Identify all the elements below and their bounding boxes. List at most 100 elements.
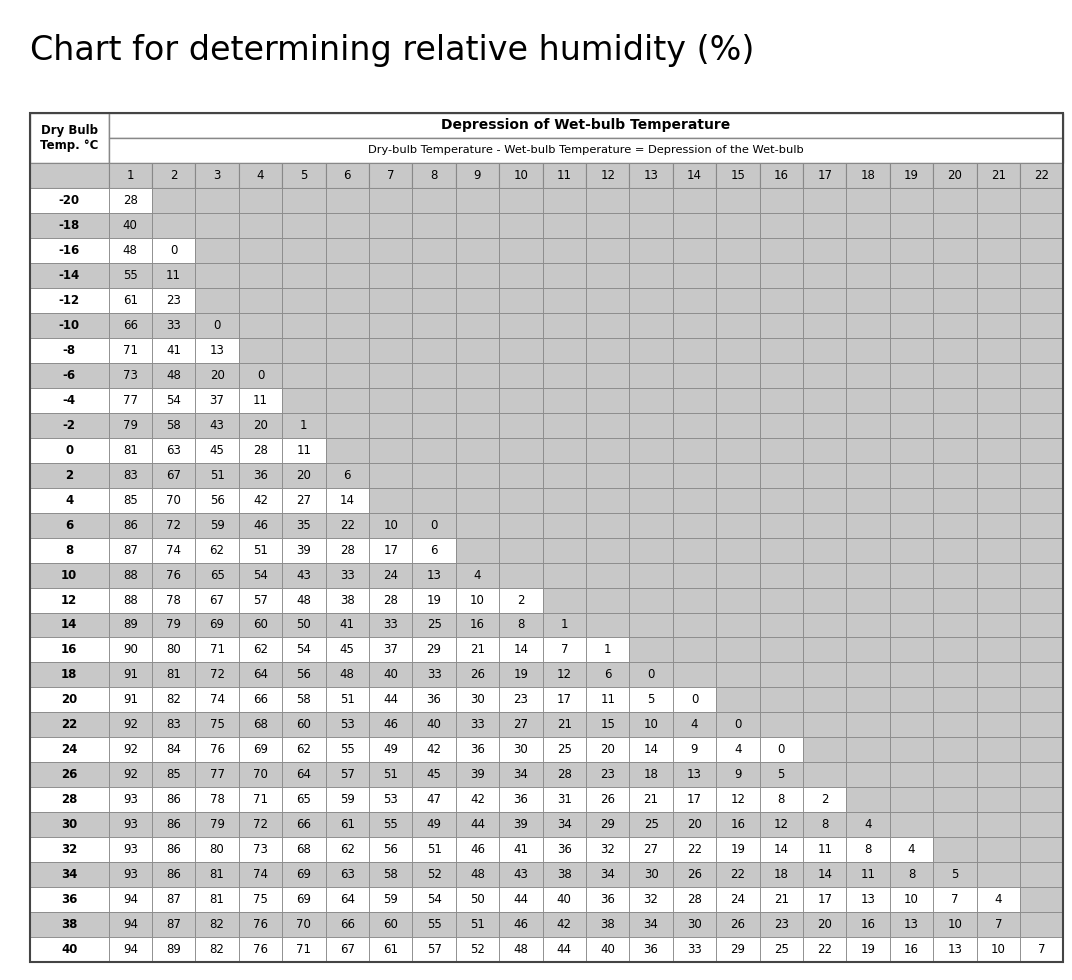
Text: 58: 58 (384, 868, 398, 881)
Bar (934, 363, 977, 387)
Bar (586, 288, 629, 313)
Bar (934, 762, 977, 788)
Bar (890, 787, 934, 812)
Bar (977, 812, 1021, 837)
Text: 23: 23 (513, 694, 528, 707)
Bar (282, 762, 326, 788)
Text: 32: 32 (643, 894, 658, 906)
Bar (629, 187, 673, 213)
Bar (326, 862, 369, 888)
Text: 86: 86 (166, 818, 181, 831)
Text: 73: 73 (123, 368, 137, 381)
Bar (803, 288, 847, 313)
Bar (760, 387, 803, 413)
Text: 41: 41 (513, 844, 528, 857)
Bar (1021, 463, 1063, 487)
Bar (500, 662, 542, 687)
Bar (629, 437, 673, 463)
Text: 12: 12 (556, 668, 571, 681)
Text: -16: -16 (59, 244, 80, 257)
Bar (1021, 888, 1063, 912)
Bar (673, 263, 716, 288)
Bar (326, 537, 369, 563)
Bar (542, 513, 586, 537)
Text: 26: 26 (730, 918, 745, 931)
Bar (847, 862, 890, 888)
Bar (456, 437, 500, 463)
Bar (629, 313, 673, 337)
Bar (326, 662, 369, 687)
Bar (586, 688, 629, 712)
Bar (1021, 288, 1063, 313)
Bar (890, 537, 934, 563)
Text: 16: 16 (61, 644, 77, 657)
Text: 14: 14 (774, 844, 789, 857)
Bar (890, 363, 934, 387)
Bar (760, 737, 803, 762)
Text: 57: 57 (340, 768, 355, 781)
Text: 43: 43 (297, 568, 311, 581)
Bar (760, 513, 803, 537)
Bar (890, 487, 934, 513)
Bar (369, 213, 413, 237)
Bar (890, 662, 934, 687)
Bar (108, 812, 152, 837)
Bar (629, 263, 673, 288)
Text: 79: 79 (123, 418, 138, 431)
Text: 12: 12 (774, 818, 789, 831)
Text: 87: 87 (166, 918, 181, 931)
Text: 62: 62 (253, 644, 268, 657)
Bar (847, 337, 890, 363)
Bar (239, 637, 282, 662)
Text: 59: 59 (383, 894, 398, 906)
Bar (108, 837, 152, 862)
Bar (760, 812, 803, 837)
Bar (1021, 637, 1063, 662)
Bar (369, 487, 413, 513)
Bar (152, 413, 195, 437)
Bar (195, 587, 239, 612)
Text: Dry Bulb
Temp. °C: Dry Bulb Temp. °C (40, 123, 99, 152)
Bar (282, 712, 326, 737)
Bar (890, 912, 934, 937)
Text: 28: 28 (123, 194, 137, 207)
Bar (239, 387, 282, 413)
Bar (673, 187, 716, 213)
Text: 5: 5 (647, 694, 655, 707)
Bar (239, 937, 282, 962)
Text: 20: 20 (817, 918, 832, 931)
Text: 92: 92 (123, 768, 138, 781)
Bar (500, 363, 542, 387)
Bar (542, 163, 586, 188)
Bar (716, 912, 760, 937)
Text: 40: 40 (600, 944, 615, 956)
Bar (934, 862, 977, 888)
Bar (542, 888, 586, 912)
Text: 26: 26 (470, 668, 485, 681)
Bar (500, 288, 542, 313)
Text: 0: 0 (257, 368, 264, 381)
Bar (977, 912, 1021, 937)
Bar (108, 113, 1063, 137)
Text: 27: 27 (296, 494, 311, 507)
Text: 14: 14 (513, 644, 528, 657)
Bar (934, 313, 977, 337)
Text: 16: 16 (470, 618, 485, 631)
Text: 61: 61 (123, 294, 138, 307)
Text: 55: 55 (427, 918, 442, 931)
Bar (195, 612, 239, 637)
Text: 34: 34 (513, 768, 528, 781)
Bar (934, 712, 977, 737)
Bar (195, 487, 239, 513)
Bar (586, 387, 629, 413)
Text: 64: 64 (253, 668, 268, 681)
Bar (803, 413, 847, 437)
Text: 92: 92 (123, 718, 138, 731)
Bar (326, 263, 369, 288)
Text: 33: 33 (384, 618, 398, 631)
Text: 21: 21 (643, 794, 658, 807)
Bar (803, 862, 847, 888)
Bar (282, 288, 326, 313)
Text: 20: 20 (253, 418, 268, 431)
Bar (282, 662, 326, 687)
